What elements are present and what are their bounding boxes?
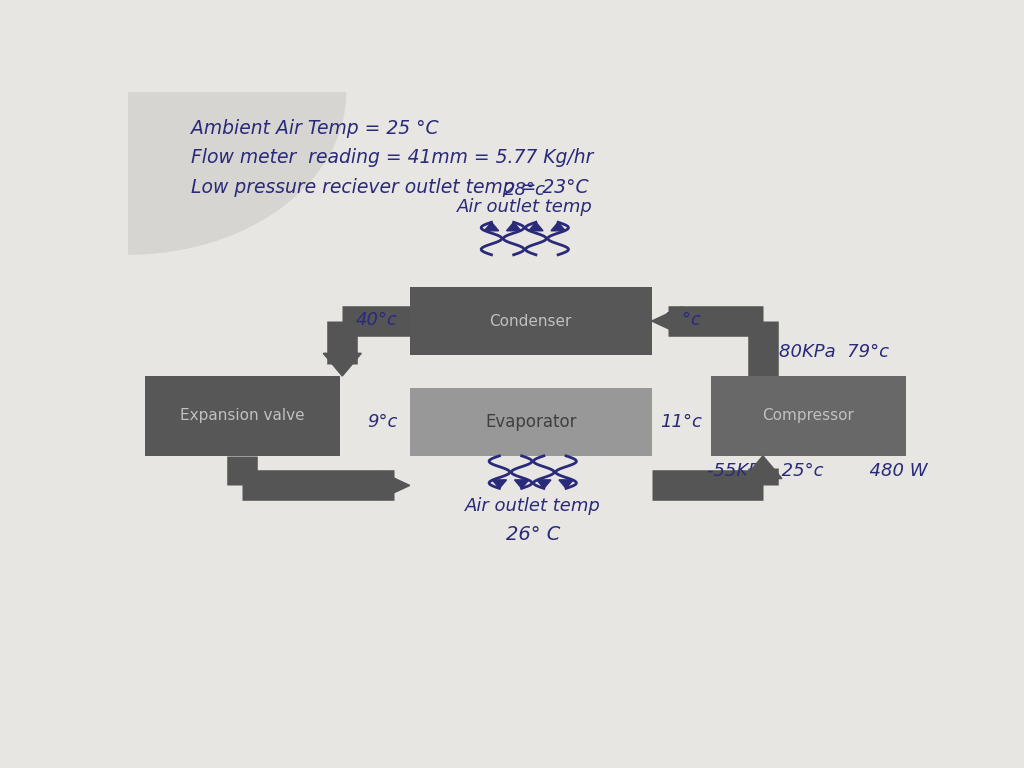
Text: Condenser: Condenser — [489, 314, 572, 329]
Text: 40°c: 40°c — [356, 311, 397, 329]
Text: Air outlet temp: Air outlet temp — [465, 497, 601, 515]
Text: Air outlet temp: Air outlet temp — [457, 198, 593, 217]
Text: Ambient Air Temp = 25 °C: Ambient Air Temp = 25 °C — [191, 119, 439, 137]
Text: -55KPa  25°c        480 W: -55KPa 25°c 480 W — [708, 462, 928, 480]
Polygon shape — [551, 222, 565, 230]
FancyBboxPatch shape — [712, 376, 905, 456]
Text: 9°c: 9°c — [368, 412, 397, 431]
Polygon shape — [379, 472, 410, 500]
Text: Expansion valve: Expansion valve — [180, 409, 305, 423]
Polygon shape — [559, 480, 573, 488]
Polygon shape — [484, 222, 499, 230]
Polygon shape — [652, 307, 682, 335]
Polygon shape — [507, 222, 521, 230]
Text: Flow meter  reading = 41mm = 5.77 Kg/hr: Flow meter reading = 41mm = 5.77 Kg/hr — [191, 148, 594, 167]
Text: 28°c: 28°c — [504, 180, 546, 199]
Polygon shape — [528, 222, 543, 230]
FancyBboxPatch shape — [410, 388, 651, 456]
Text: 45°c: 45°c — [659, 311, 701, 329]
Text: 80KPa  79°c: 80KPa 79°c — [778, 343, 889, 361]
Text: Compressor: Compressor — [763, 409, 854, 423]
Polygon shape — [743, 456, 782, 478]
Polygon shape — [493, 480, 507, 488]
FancyBboxPatch shape — [410, 287, 651, 356]
Polygon shape — [514, 480, 528, 488]
Text: 11°c: 11°c — [659, 412, 701, 431]
Polygon shape — [324, 353, 361, 376]
Polygon shape — [537, 480, 551, 488]
Ellipse shape — [0, 0, 346, 255]
Text: 26° C: 26° C — [506, 525, 560, 544]
FancyBboxPatch shape — [145, 376, 340, 456]
Text: Low pressure reciever outlet temp = 23°C: Low pressure reciever outlet temp = 23°C — [191, 178, 589, 197]
Text: Evaporator: Evaporator — [485, 413, 577, 431]
